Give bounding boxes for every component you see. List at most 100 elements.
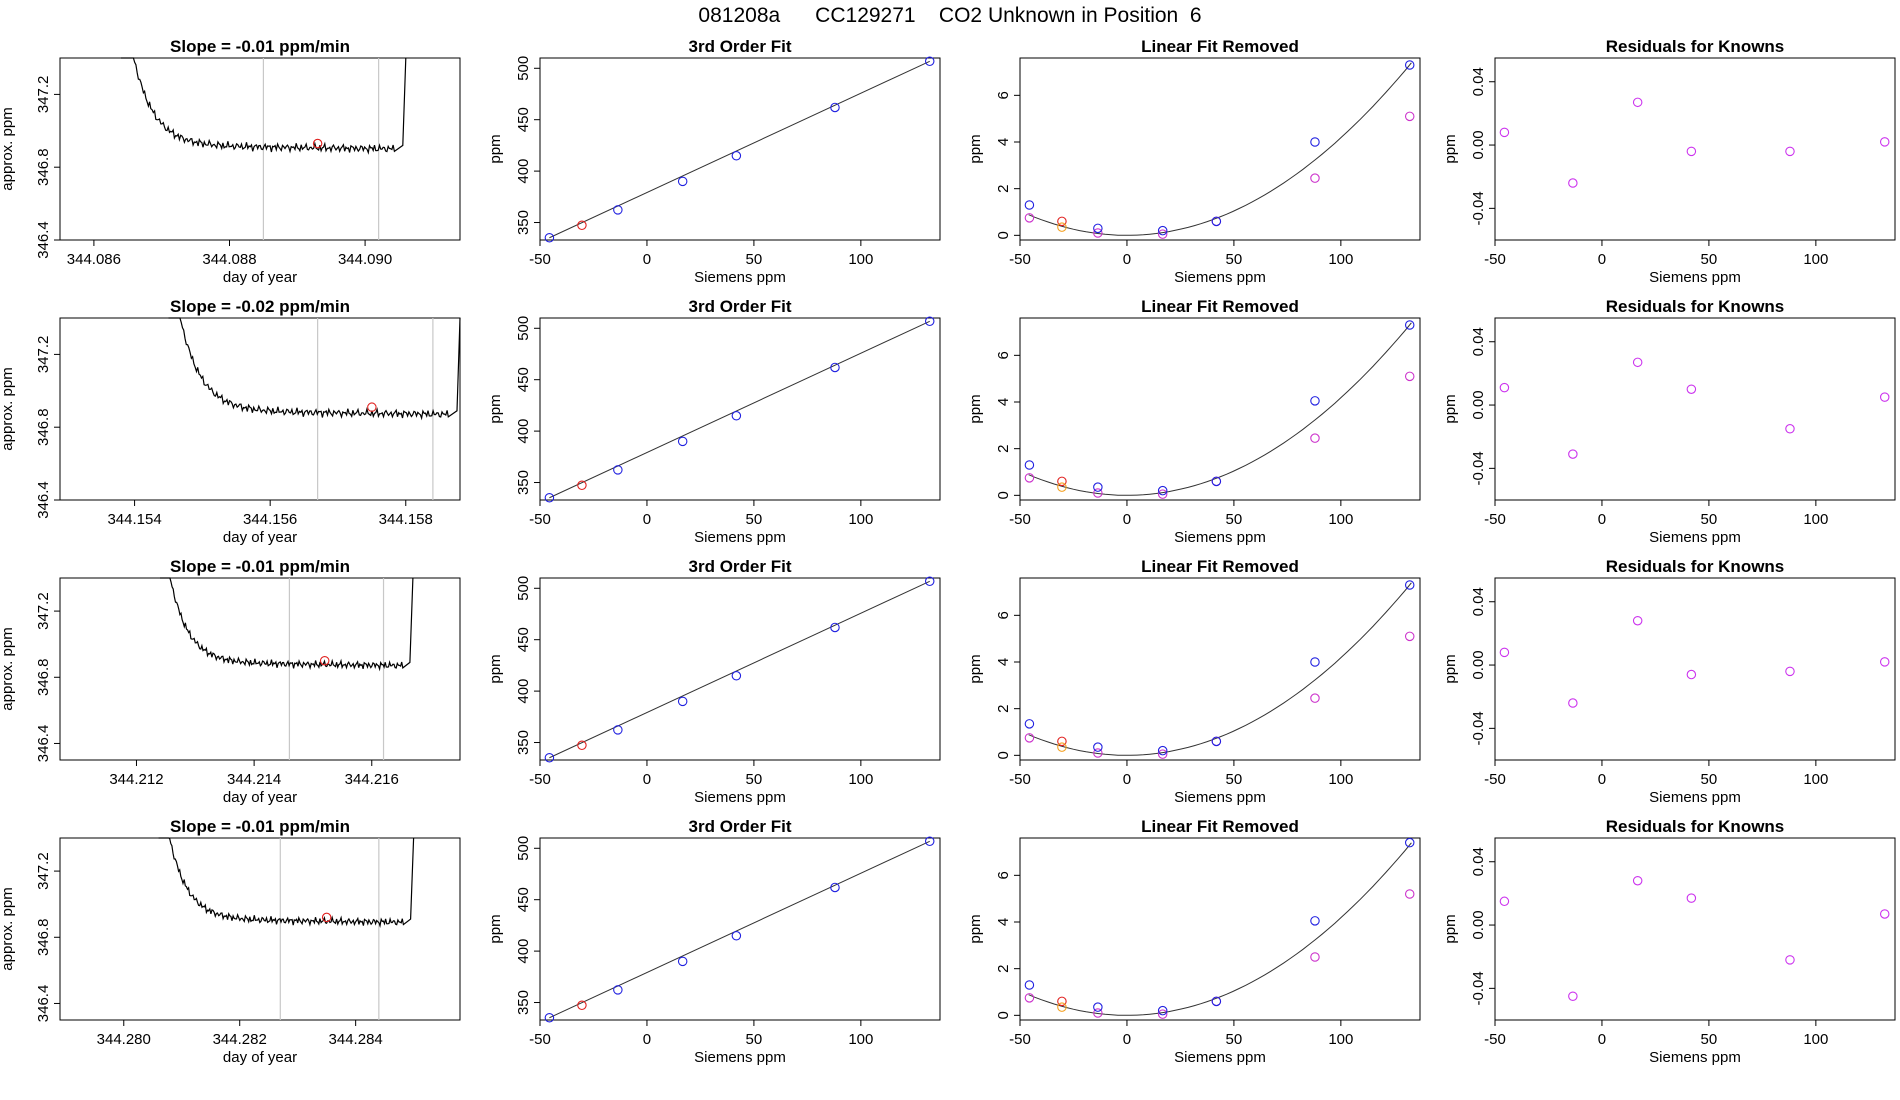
x-tick-label: 50 xyxy=(1701,1031,1718,1048)
known-point xyxy=(1093,742,1103,752)
y-axis-label: ppm xyxy=(487,394,504,423)
y-axis-label: ppm xyxy=(967,134,984,163)
y-tick-label: 346.4 xyxy=(35,481,52,519)
y-tick-label: 350 xyxy=(515,990,532,1015)
y-tick-label: 500 xyxy=(515,836,532,861)
panel-title: 3rd Order Fit xyxy=(689,297,792,316)
panel-3-1: Slope = -0.01 ppm/min 344.212 344.214 344.2… xyxy=(0,557,461,806)
y-tick-label: 400 xyxy=(515,159,532,184)
residual-point xyxy=(1499,127,1510,138)
y-tick-label: 347.2 xyxy=(35,76,52,114)
y-tick-label: 350 xyxy=(515,470,532,495)
known-point xyxy=(830,622,840,633)
x-tick-label: 100 xyxy=(848,251,873,268)
x-axis-label: day of year xyxy=(223,529,297,546)
known-point xyxy=(613,725,623,735)
y-tick-label: 347.2 xyxy=(35,592,52,630)
x-tick-label: 50 xyxy=(1701,511,1718,528)
y-tick-label: 346.4 xyxy=(35,221,52,259)
known-point xyxy=(830,882,840,893)
residual-point xyxy=(1632,97,1643,108)
raw-point xyxy=(1024,993,1035,1003)
known-point xyxy=(1310,657,1320,667)
plot-frame xyxy=(59,577,461,761)
x-tick-label: 50 xyxy=(1226,771,1243,788)
x-tick-label: 344.212 xyxy=(109,771,163,788)
unknown-point xyxy=(319,655,330,666)
y-tick-label: 0 xyxy=(995,751,1012,759)
raw-point xyxy=(1024,733,1035,743)
unknown-point xyxy=(1057,996,1067,1007)
x-tick-label: 100 xyxy=(1328,771,1353,788)
known-point xyxy=(1404,837,1415,848)
known-point xyxy=(1157,1005,1168,1016)
y-axis-label: approx. ppm xyxy=(0,367,16,450)
residual-point xyxy=(1499,896,1510,907)
y-tick-label: 346.4 xyxy=(35,725,52,763)
y-tick-label: 500 xyxy=(515,576,532,601)
x-axis-label: Siemens ppm xyxy=(1174,269,1266,286)
x-tick-label: 0 xyxy=(643,771,651,788)
x-axis-label: Siemens ppm xyxy=(1649,269,1741,286)
unknown-point xyxy=(577,220,587,231)
x-tick-label: 344.284 xyxy=(329,1031,383,1048)
x-axis-label: Siemens ppm xyxy=(694,1049,786,1066)
raw-point xyxy=(1404,371,1415,382)
plot-frame xyxy=(539,837,941,1021)
panel-title: 3rd Order Fit xyxy=(689,557,792,576)
panel-3-2: 3rd Order Fit -50 0 50 100 Siemens ppm 350 400 4… xyxy=(487,557,941,806)
raw-point xyxy=(1310,952,1320,962)
residual-point xyxy=(1785,146,1795,157)
residual-point xyxy=(1632,875,1643,886)
raw-point xyxy=(1093,488,1103,498)
x-tick-label: 100 xyxy=(1803,771,1828,788)
x-tick-label: 0 xyxy=(1598,771,1606,788)
known-point xyxy=(924,836,935,847)
x-tick-label: 344.090 xyxy=(338,251,392,268)
residual-point xyxy=(1499,647,1510,658)
y-tick-label: 347.2 xyxy=(35,336,52,374)
concentration-trace xyxy=(158,837,415,929)
known-point xyxy=(1404,580,1415,590)
y-tick-label: 6 xyxy=(995,91,1012,99)
plot-frame xyxy=(1494,577,1896,761)
known-point xyxy=(544,752,555,763)
plot-frame xyxy=(1019,837,1421,1021)
x-tick-label: -50 xyxy=(529,511,551,528)
residual-point xyxy=(1632,357,1643,368)
y-tick-label: -0.04 xyxy=(1470,971,1487,1005)
known-point xyxy=(731,411,742,421)
panel-title: Residuals for Knowns xyxy=(1606,557,1785,576)
x-axis-label: Siemens ppm xyxy=(1174,1049,1266,1066)
panel-title: Linear Fit Removed xyxy=(1141,817,1299,836)
known-point xyxy=(1024,460,1035,470)
panel-2-1: Slope = -0.02 ppm/min 344.154 344.156 344.1… xyxy=(0,297,461,546)
x-tick-label: 0 xyxy=(643,1031,651,1048)
residual-point xyxy=(1568,449,1578,459)
known-point xyxy=(731,151,742,161)
unknown-point xyxy=(1057,736,1067,747)
known-point xyxy=(731,931,742,941)
x-tick-label: -50 xyxy=(1009,511,1031,528)
x-tick-label: 100 xyxy=(1803,251,1828,268)
y-tick-label: 0 xyxy=(995,1011,1012,1019)
y-tick-label: 0.04 xyxy=(1470,847,1487,876)
plot-frame xyxy=(59,837,461,1021)
x-tick-label: 50 xyxy=(746,771,763,788)
panel-title: Residuals for Knowns xyxy=(1606,297,1785,316)
residual-point xyxy=(1568,178,1578,188)
y-axis-label: approx. ppm xyxy=(0,627,16,710)
known-point xyxy=(1211,736,1222,747)
x-tick-label: 0 xyxy=(643,511,651,528)
x-tick-label: 100 xyxy=(848,771,873,788)
raw-point xyxy=(1157,489,1168,499)
x-tick-label: -50 xyxy=(1484,251,1506,268)
panel-title: Slope = -0.01 ppm/min xyxy=(170,817,350,836)
known-point xyxy=(1024,980,1035,990)
raw-point xyxy=(1404,889,1415,899)
known-point xyxy=(731,671,742,681)
unknown-point xyxy=(577,1000,587,1011)
y-tick-label: -0.04 xyxy=(1470,711,1487,745)
raw-point xyxy=(1024,473,1035,483)
x-tick-label: 0 xyxy=(643,251,651,268)
